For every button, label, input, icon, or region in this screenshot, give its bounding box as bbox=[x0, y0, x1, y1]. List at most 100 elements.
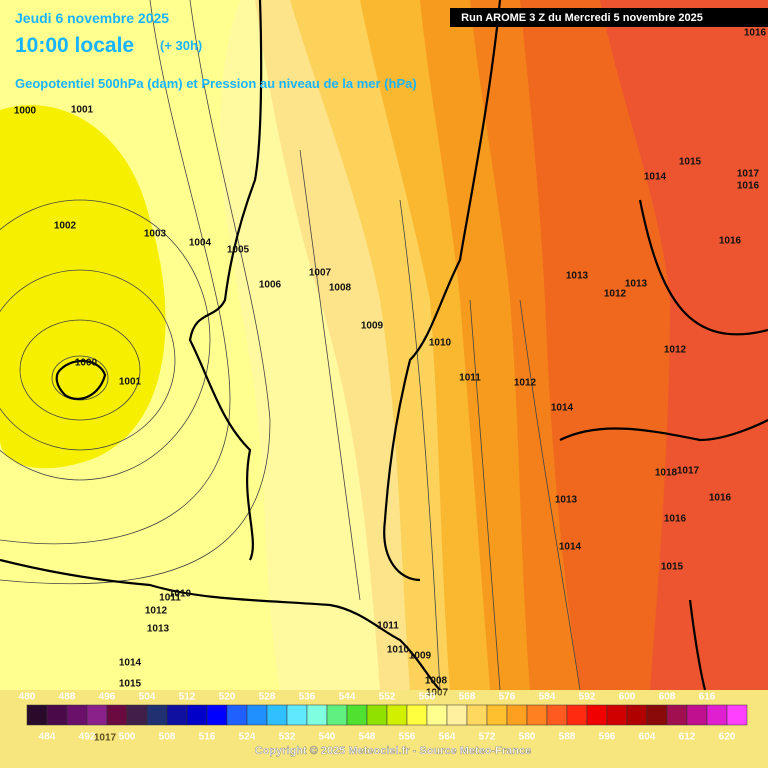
scale-label: 556 bbox=[399, 732, 416, 743]
scale-box bbox=[606, 704, 628, 726]
scale-label: 584 bbox=[539, 692, 556, 703]
scale-label: 524 bbox=[239, 732, 256, 743]
scale-box bbox=[106, 704, 128, 726]
pressure-label: 1017 bbox=[677, 466, 700, 477]
pressure-label: 1015 bbox=[661, 562, 684, 573]
pressure-label: 1016 bbox=[737, 181, 760, 192]
scale-label: 600 bbox=[619, 692, 636, 703]
scale-box bbox=[426, 704, 448, 726]
scale-box bbox=[126, 704, 148, 726]
pressure-label: 1004 bbox=[189, 238, 212, 249]
scale-label: 592 bbox=[579, 692, 596, 703]
pressure-label: 1018 bbox=[655, 468, 678, 479]
scale-box bbox=[286, 704, 308, 726]
scale-box bbox=[666, 704, 688, 726]
scale-label: 520 bbox=[219, 692, 236, 703]
scale-label: 536 bbox=[299, 692, 316, 703]
scale-label: 616 bbox=[699, 692, 716, 703]
pressure-label: 1011 bbox=[377, 621, 399, 632]
run-banner bbox=[450, 8, 768, 27]
pressure-label: 1016 bbox=[709, 493, 732, 504]
scale-label: 500 bbox=[119, 732, 136, 743]
forecast-time: 10:00 locale bbox=[15, 34, 134, 57]
scale-box bbox=[446, 704, 468, 726]
map-subtitle: Geopotentiel 500hPa (dam) et Pression au… bbox=[15, 76, 417, 91]
pressure-label: 1007 bbox=[426, 688, 449, 699]
scale-label: 608 bbox=[659, 692, 676, 703]
pressure-label: 1006 bbox=[259, 280, 282, 291]
pressure-label: 1005 bbox=[227, 245, 250, 256]
scale-backdrop bbox=[0, 690, 768, 768]
scale-box bbox=[386, 704, 408, 726]
scale-label: 508 bbox=[159, 732, 176, 743]
pressure-label: 1001 bbox=[119, 377, 142, 388]
scale-label: 596 bbox=[599, 732, 616, 743]
pressure-label: 1012 bbox=[145, 606, 168, 617]
scale-box bbox=[246, 704, 268, 726]
scale-label: 588 bbox=[559, 732, 576, 743]
pressure-label: 1000 bbox=[14, 106, 37, 117]
scale-label: 540 bbox=[319, 732, 336, 743]
pressure-label: 1001 bbox=[71, 105, 94, 116]
pressure-label: 1009 bbox=[361, 321, 384, 332]
scale-box bbox=[306, 704, 328, 726]
scale-box bbox=[506, 704, 528, 726]
scale-box bbox=[646, 704, 668, 726]
pressure-label: 1017 bbox=[737, 169, 760, 180]
scale-label: 528 bbox=[259, 692, 276, 703]
pressure-label: 1000 bbox=[75, 358, 98, 369]
pressure-label: 1012 bbox=[604, 289, 627, 300]
pressure-label: 1015 bbox=[119, 679, 142, 690]
scale-box bbox=[186, 704, 208, 726]
pressure-label: 1011 bbox=[159, 593, 181, 604]
pressure-label: 1002 bbox=[54, 221, 77, 232]
pressure-label: 1016 bbox=[719, 236, 742, 247]
pressure-label: 1008 bbox=[425, 676, 448, 687]
scale-box bbox=[526, 704, 548, 726]
pressure-label: 1016 bbox=[664, 514, 687, 525]
pressure-label: 1012 bbox=[514, 378, 537, 389]
pressure-label: 1014 bbox=[119, 658, 142, 669]
pressure-label: 1010 bbox=[387, 645, 410, 656]
forecast-date: Jeudi 6 novembre 2025 bbox=[15, 10, 169, 26]
pressure-label: 1011 bbox=[459, 373, 481, 384]
scale-box bbox=[146, 704, 168, 726]
scale-box bbox=[346, 704, 368, 726]
scale-box bbox=[486, 704, 508, 726]
pressure-label: 1010 bbox=[429, 338, 452, 349]
scale-label: 516 bbox=[199, 732, 216, 743]
coastlines bbox=[0, 0, 768, 691]
scale-box bbox=[466, 704, 488, 726]
scale-label: 544 bbox=[339, 692, 356, 703]
scale-label: 620 bbox=[719, 732, 736, 743]
scale-label: 496 bbox=[99, 692, 116, 703]
scale-label: 560 bbox=[419, 692, 436, 703]
scale-label: 512 bbox=[179, 692, 196, 703]
pressure-label: 1007 bbox=[309, 268, 332, 279]
scale-label: 480 bbox=[19, 692, 36, 703]
pressure-label: 1013 bbox=[625, 279, 648, 290]
pressure-label: 1014 bbox=[551, 403, 574, 414]
scale-box bbox=[726, 704, 748, 726]
pressure-label: 1016 bbox=[744, 28, 767, 39]
scale-box bbox=[686, 704, 708, 726]
scale-label: 492 bbox=[79, 732, 96, 743]
pressure-label: 1013 bbox=[566, 271, 589, 282]
scale-label: 548 bbox=[359, 732, 376, 743]
scale-label: 576 bbox=[499, 692, 516, 703]
scale-box bbox=[266, 704, 288, 726]
scale-label: 552 bbox=[379, 692, 396, 703]
scale-box bbox=[406, 704, 428, 726]
scale-box bbox=[26, 704, 48, 726]
scale-box bbox=[626, 704, 648, 726]
scale-label: 564 bbox=[439, 732, 456, 743]
pressure-label: 1003 bbox=[144, 229, 167, 240]
pressure-label: 1014 bbox=[559, 542, 582, 553]
pressure-label: 1008 bbox=[329, 283, 352, 294]
pressure-label: 1009 bbox=[409, 651, 432, 662]
scale-label: 484 bbox=[39, 732, 56, 743]
copyright: Copyright © 2025 Meteociel.fr - Source M… bbox=[255, 745, 531, 757]
scale-box bbox=[86, 704, 108, 726]
